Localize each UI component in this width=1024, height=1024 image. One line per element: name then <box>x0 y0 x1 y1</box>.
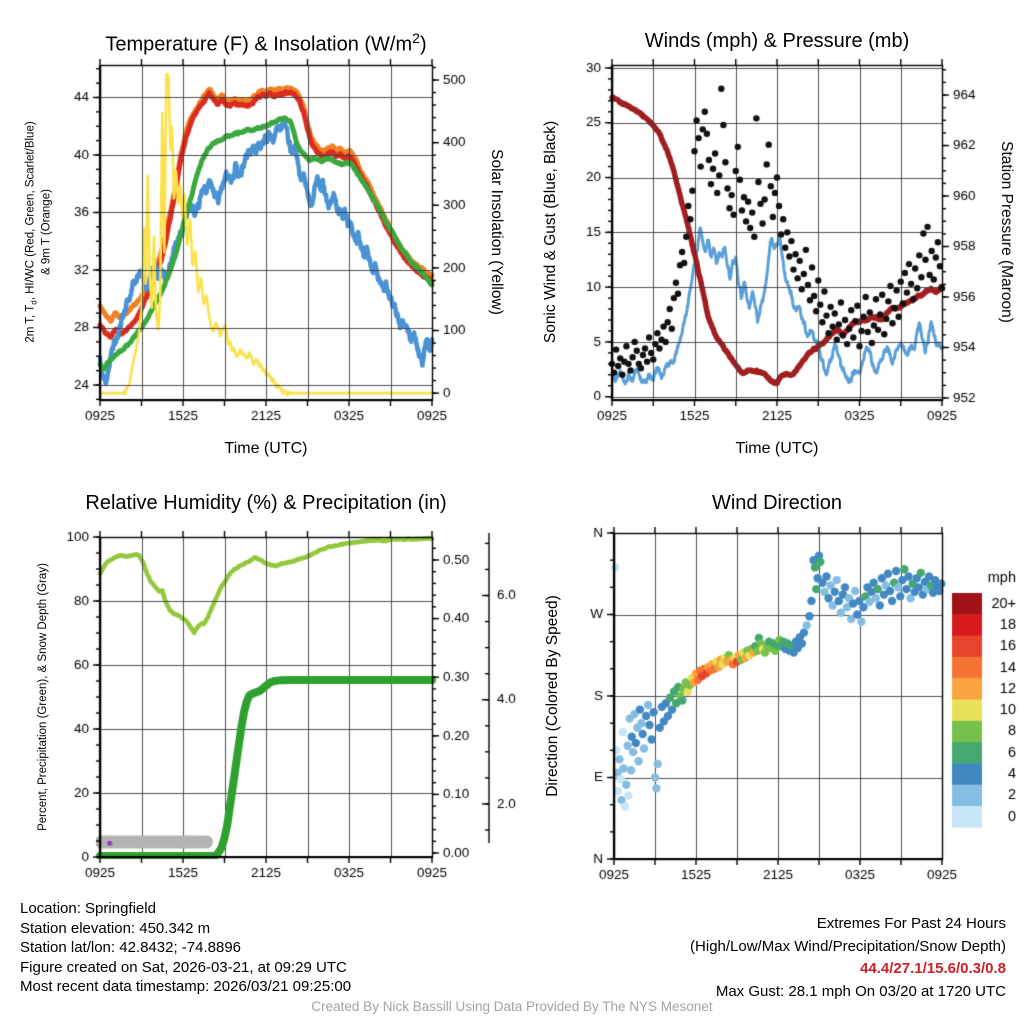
ylabel-wind-gust: Sonic Wind & Gust (Blue, Black) <box>542 120 559 344</box>
panel-title-humidity: Relative Humidity (%) & Precipitation (i… <box>85 492 447 514</box>
panel-title-wind-direction: Wind Direction <box>711 492 843 514</box>
station-latlon: Station lat/lon: 42.8432; -74.8896 <box>20 939 242 956</box>
ylabel-humidity: Percent, Precipitation (Green), & Snow D… <box>37 563 49 831</box>
credit-line: Created By Nick Bassill Using Data Provi… <box>311 999 713 1014</box>
extremes-subtitle: (High/Low/Max Wind/Precipitation/Snow De… <box>690 937 1006 955</box>
figure-created: Figure created on Sat, 2026-03-21, at 09… <box>20 958 347 976</box>
xlabel-time-right: Time (UTC) <box>735 440 819 457</box>
panel-title-temperature: Temperature (F) & Insolation (W/m2) <box>105 30 427 56</box>
panel-title-winds: Winds (mph) & Pressure (mb) <box>644 30 910 52</box>
xlabel-time-left: Time (UTC) <box>224 440 308 457</box>
station-elevation: Station elevation: 450.342 m <box>20 919 211 937</box>
ylabel-direction: Direction (Colored By Speed) <box>544 595 561 797</box>
station-location: Location: Springfield <box>20 900 156 917</box>
extremes-values: 44.4/27.1/15.6/0.3/0.8 <box>860 960 1006 977</box>
extremes-info: Extremes For Past 24 Hours (High/Low/Max… <box>690 913 1006 1003</box>
ylabel-insolation: Solar Insolation (Yellow) <box>488 149 505 315</box>
ylabel-temperature: 2m T, Td, HI/WC (Red, Green, Scarlet/Blu… <box>24 121 53 343</box>
max-gust: Max Gust: 28.1 mph On 03/20 at 1720 UTC <box>715 982 1006 1000</box>
extremes-title: Extremes For Past 24 Hours <box>816 915 1006 932</box>
station-info: Location: Springfield Station elevation:… <box>20 899 351 997</box>
data-timestamp: Most recent data timestamp: 2026/03/21 0… <box>20 978 352 995</box>
ylabel-pressure: Station Pressure (Maroon) <box>998 141 1015 323</box>
